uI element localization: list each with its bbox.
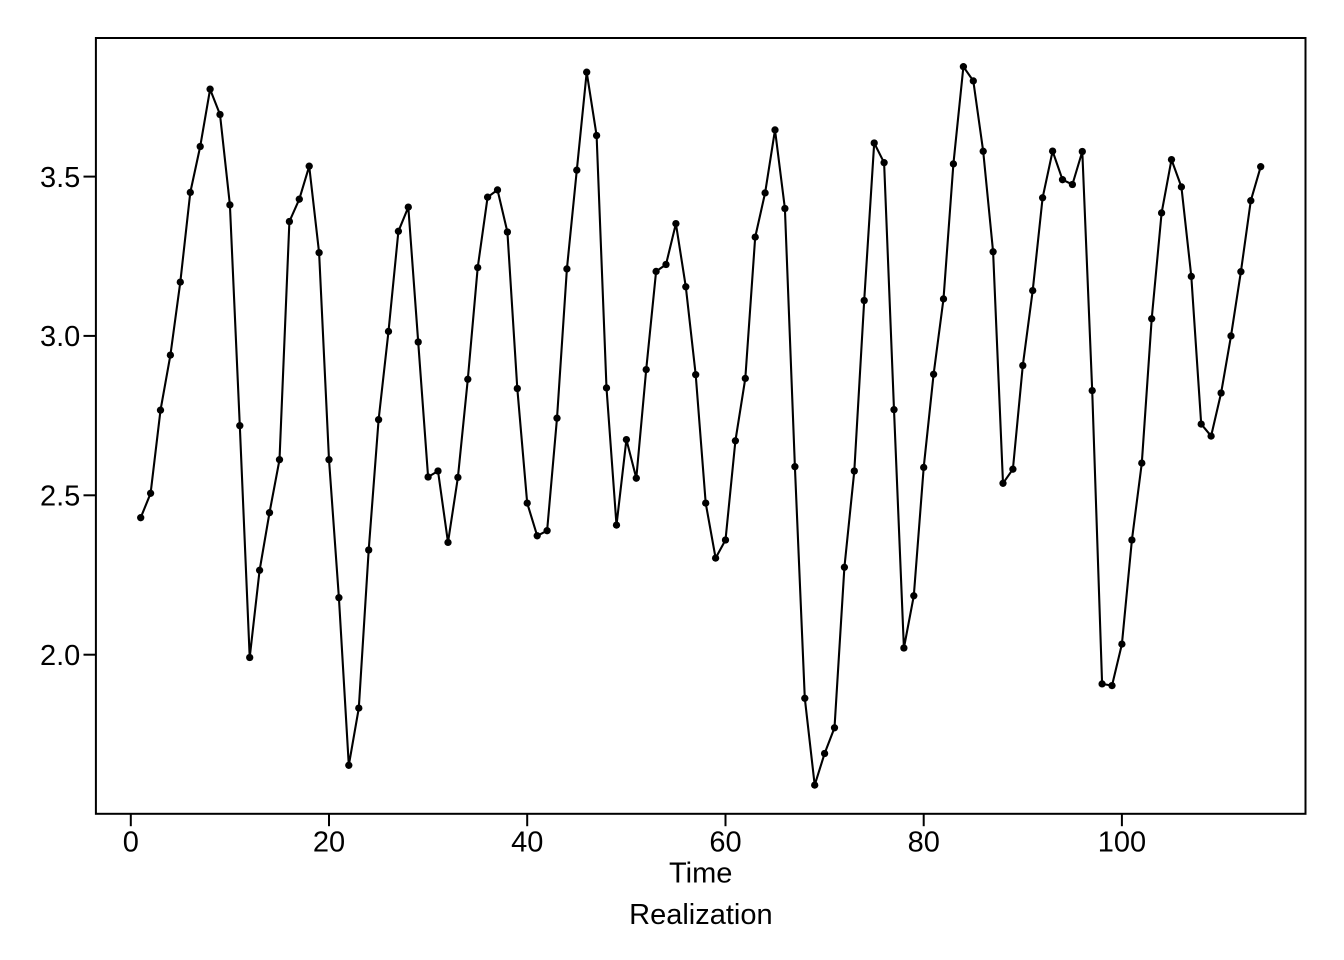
- svg-text:0: 0: [123, 826, 139, 858]
- svg-text:100: 100: [1098, 826, 1146, 858]
- svg-text:3.5: 3.5: [40, 162, 80, 194]
- svg-text:3.0: 3.0: [40, 321, 80, 353]
- svg-text:20: 20: [313, 826, 345, 858]
- svg-text:Realization: Realization: [629, 899, 772, 931]
- svg-text:Time: Time: [669, 858, 732, 890]
- svg-text:2.5: 2.5: [40, 481, 80, 513]
- svg-text:60: 60: [709, 826, 741, 858]
- svg-text:80: 80: [908, 826, 940, 858]
- svg-text:40: 40: [511, 826, 543, 858]
- svg-text:2.0: 2.0: [40, 640, 80, 672]
